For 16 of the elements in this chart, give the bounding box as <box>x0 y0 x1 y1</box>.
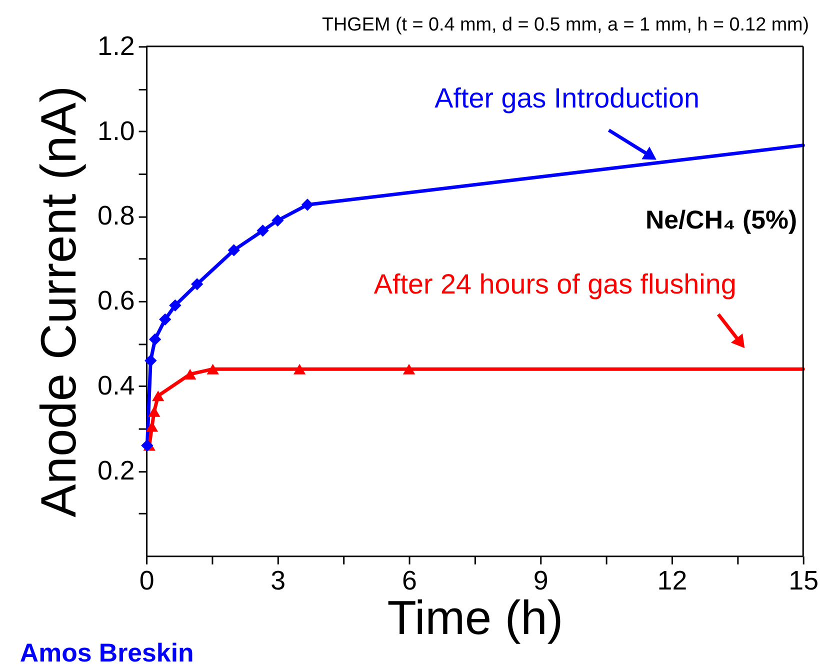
y-axis-title: Anode Current (nA) <box>30 86 87 518</box>
annotation: Ne/CH₄ (5%) <box>645 206 798 235</box>
text: Amos Breskin <box>20 639 194 668</box>
y-tick-label: 0.4 <box>98 370 135 401</box>
annotation: After gas Introduction <box>434 82 700 114</box>
y-tick-label: 0.8 <box>98 200 135 231</box>
x-tick-label: 15 <box>788 565 819 596</box>
annotation: After 24 hours of gas flushing <box>374 268 736 300</box>
x-tick-label: 0 <box>139 565 154 596</box>
x-tick-label: 12 <box>657 565 688 596</box>
y-tick-label: 0.6 <box>98 286 135 316</box>
y-tick-label: 1.2 <box>98 30 135 61</box>
y-tick-label: 0.2 <box>98 455 135 486</box>
y-tick-label: 1.0 <box>98 116 135 146</box>
chart-title: THGEM (t = 0.4 mm, d = 0.5 mm, a = 1 mm, h = 0.12 mm) <box>322 14 810 36</box>
x-tick-label: 3 <box>270 565 286 596</box>
